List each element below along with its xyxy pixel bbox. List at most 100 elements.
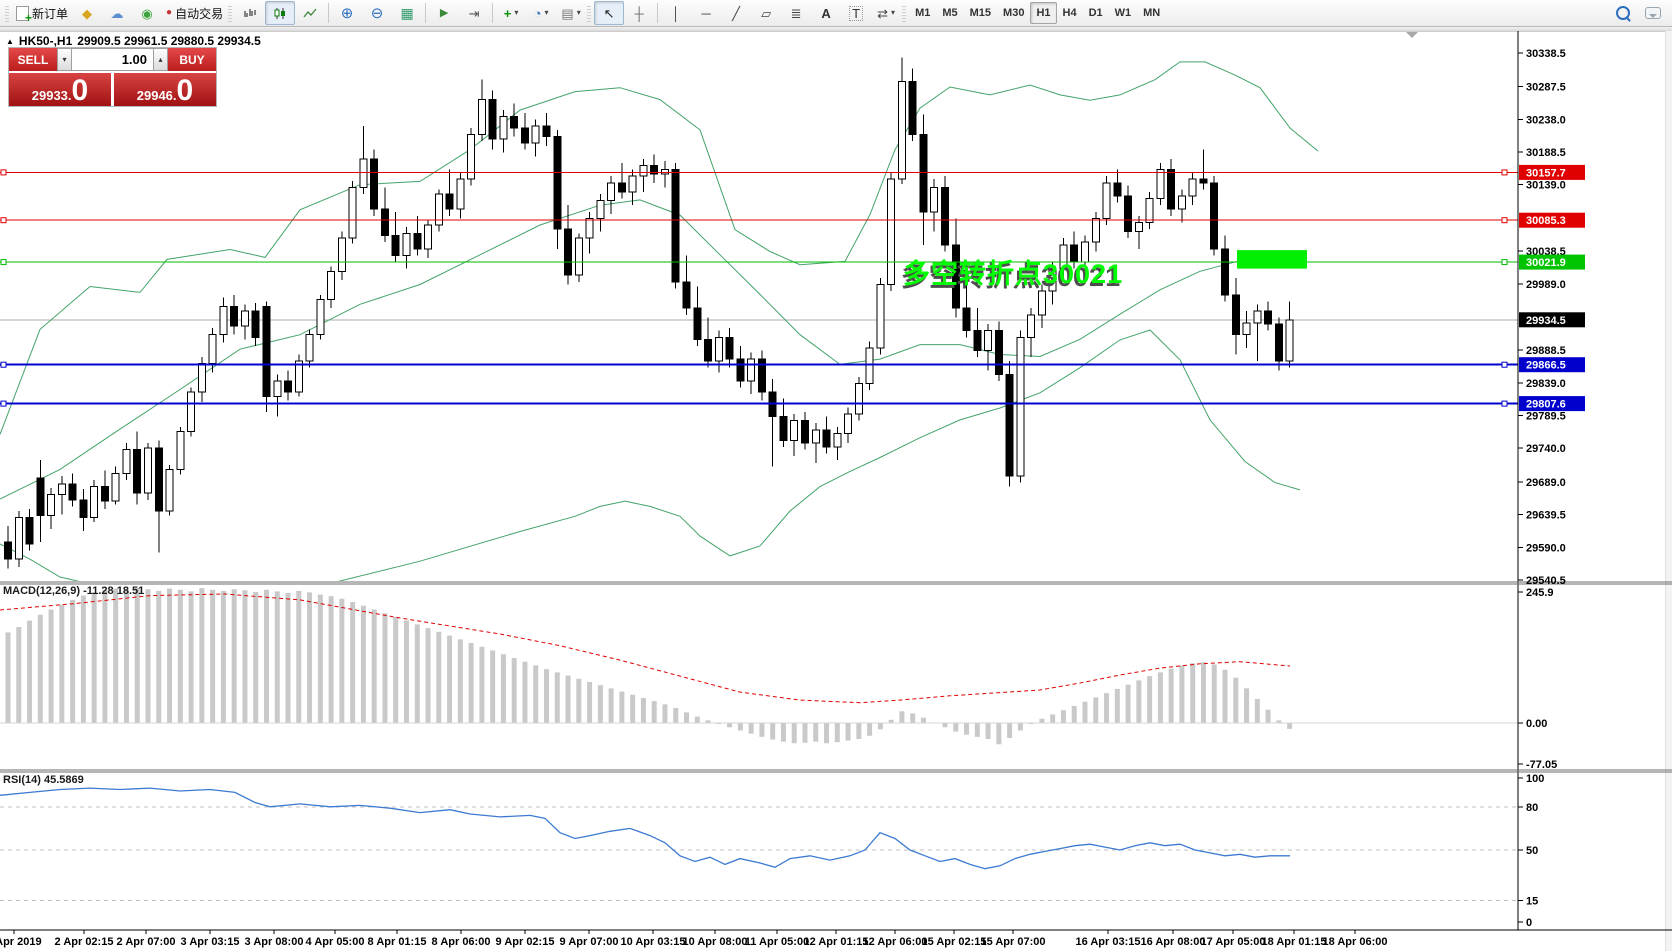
chat-icon xyxy=(1645,7,1661,19)
svg-text:8 Apr 01:15: 8 Apr 01:15 xyxy=(368,936,427,948)
buy-price-main: 29946 xyxy=(136,87,173,103)
gold-icon: ◆ xyxy=(82,5,93,21)
timeframe-h1-button[interactable]: H1 xyxy=(1030,2,1057,24)
sell-price-panel[interactable]: 29933. 0 xyxy=(9,73,111,106)
volume-input[interactable] xyxy=(72,49,153,70)
one-click-trading-panel: SELL ▾ ▴ BUY 29933.0 29946.0 xyxy=(8,47,217,107)
volume-increase-button[interactable]: ▴ xyxy=(153,48,168,71)
svg-text:29590.0: 29590.0 xyxy=(1526,542,1566,554)
tile-windows-button[interactable]: ▦ xyxy=(392,1,422,25)
text-label-icon: T xyxy=(849,5,864,21)
signals-button[interactable]: ◉ xyxy=(132,1,162,25)
svg-text:2 Apr 02:15: 2 Apr 02:15 xyxy=(55,936,114,948)
fibonacci-tool-button[interactable]: ≣ xyxy=(781,1,811,25)
timeframe-w1-button[interactable]: W1 xyxy=(1114,7,1132,19)
timeframe-d1-button[interactable]: D1 xyxy=(1088,7,1103,19)
svg-text:29839.0: 29839.0 xyxy=(1526,378,1566,390)
sell-price-frac: 0 xyxy=(71,74,89,108)
timeframe-m30-button[interactable]: M30 xyxy=(1003,7,1025,19)
new-order-button[interactable]: 新订单 xyxy=(12,1,72,25)
horizontal-line-icon: ─ xyxy=(701,5,711,21)
text-tool-button[interactable]: A xyxy=(811,1,841,25)
chevron-down-icon: ▾ xyxy=(576,8,581,17)
channel-tool-button[interactable]: ▱ xyxy=(751,1,781,25)
arrows-tool-button[interactable]: ⇄ ▾ xyxy=(871,1,901,25)
toolbar-separator xyxy=(657,3,659,23)
cursor-tool-button[interactable]: ↖ xyxy=(594,1,625,25)
buy-price-panel[interactable]: 29946. 0 xyxy=(114,73,216,106)
line-chart-button[interactable] xyxy=(295,1,325,25)
svg-text:29807.6: 29807.6 xyxy=(1526,399,1566,411)
volume-decrease-button[interactable]: ▾ xyxy=(57,48,72,71)
toolbar-separator xyxy=(425,3,427,23)
templates-button[interactable]: ▤ ▾ xyxy=(556,1,586,25)
new-order-label: 新订单 xyxy=(32,6,69,21)
chart-text-annotation: 多空转折点30021 xyxy=(903,259,1124,289)
search-button[interactable] xyxy=(1608,1,1638,25)
chevron-down-icon: ▾ xyxy=(544,8,549,17)
community-button[interactable]: ☁ xyxy=(102,1,132,25)
zoom-in-icon: ⊕ xyxy=(340,4,354,22)
chat-button[interactable] xyxy=(1638,1,1668,25)
chevron-down-icon: ▾ xyxy=(514,8,519,17)
candlestick-chart-icon xyxy=(274,7,286,19)
auto-trading-button[interactable]: ● 自动交易 xyxy=(162,1,227,25)
timeframe-mn-button[interactable]: MN xyxy=(1143,7,1161,19)
bar-chart-button[interactable] xyxy=(235,1,265,25)
svg-text:15 Apr 02:15: 15 Apr 02:15 xyxy=(921,936,986,948)
svg-text:50: 50 xyxy=(1526,845,1538,857)
auto-trading-icon: ● xyxy=(166,7,173,18)
buy-price-frac: 0 xyxy=(176,74,194,108)
clock-icon: ◔ xyxy=(533,5,542,21)
gold-button[interactable]: ◆ xyxy=(72,1,102,25)
timeframe-m5-button[interactable]: M5 xyxy=(942,7,958,19)
text-label-tool-button[interactable]: T xyxy=(841,1,871,25)
timeframe-m1-button[interactable]: M1 xyxy=(915,7,931,19)
horizontal-line-tool-button[interactable]: ─ xyxy=(691,1,721,25)
collapse-triangle-icon: ▲ xyxy=(6,36,14,46)
svg-text:9 Apr 02:15: 9 Apr 02:15 xyxy=(496,936,555,948)
svg-text:3 Apr 08:00: 3 Apr 08:00 xyxy=(245,936,304,948)
candlestick-chart-button[interactable] xyxy=(265,1,296,25)
toolbar-grip xyxy=(5,4,9,22)
timeframe-m15-button[interactable]: M15 xyxy=(969,7,992,19)
svg-text:9 Apr 07:00: 9 Apr 07:00 xyxy=(560,936,619,948)
symbol-period-label: HK50-,H1 xyxy=(18,34,73,48)
vertical-line-tool-button[interactable]: │ xyxy=(661,1,691,25)
trendline-tool-button[interactable]: ╱ xyxy=(721,1,751,25)
svg-text:29934.5: 29934.5 xyxy=(1526,315,1566,327)
chart-shift-button[interactable]: ⇥ xyxy=(459,1,489,25)
window-scrollbar[interactable] xyxy=(1665,31,1672,951)
chart-title: ▲ HK50-,H1 29909.5 29961.5 29880.5 29934… xyxy=(6,34,261,48)
auto-scroll-button[interactable]: ▶ xyxy=(429,1,459,25)
indicators-button[interactable]: + ▾ xyxy=(496,1,526,25)
main-toolbar: 新订单 ◆ ☁ ◉ ● 自动交易 ⊕ ⊖ ▦ ▶ ⇥ + ▾ ◔ ▾ ▤ ▾ ↖… xyxy=(0,0,1672,27)
text-tool-icon: A xyxy=(821,5,831,21)
timeframe-h4-button[interactable]: H4 xyxy=(1062,7,1077,19)
trendline-icon: ╱ xyxy=(732,5,740,21)
sell-price-dot: . xyxy=(67,87,72,103)
svg-text:11 Apr 05:00: 11 Apr 05:00 xyxy=(745,936,809,948)
arrows-icon: ⇄ xyxy=(877,5,889,21)
crosshair-tool-button[interactable]: ┼ xyxy=(624,1,654,25)
fibonacci-icon: ≣ xyxy=(790,5,802,21)
tile-windows-icon: ▦ xyxy=(400,5,414,21)
toolbar-grip xyxy=(228,4,233,22)
svg-text:12 Apr 06:00: 12 Apr 06:00 xyxy=(862,936,927,948)
volume-field-wrap xyxy=(72,48,153,71)
svg-text:18 Apr 01:15: 18 Apr 01:15 xyxy=(1261,936,1326,948)
search-icon xyxy=(1616,6,1630,20)
zoom-out-button[interactable]: ⊖ xyxy=(362,1,392,25)
svg-text:17 Apr 05:00: 17 Apr 05:00 xyxy=(1200,936,1265,948)
templates-icon: ▤ xyxy=(561,5,574,21)
buy-button[interactable]: BUY xyxy=(168,48,216,71)
zoom-in-button[interactable]: ⊕ xyxy=(332,1,362,25)
periods-button[interactable]: ◔ ▾ xyxy=(526,1,556,25)
svg-text:10 Apr 08:00: 10 Apr 08:00 xyxy=(682,936,747,948)
new-order-icon xyxy=(16,5,32,25)
sell-button[interactable]: SELL xyxy=(9,48,57,71)
crosshair-icon: ┼ xyxy=(634,5,644,21)
svg-text:30238.0: 30238.0 xyxy=(1526,114,1566,126)
svg-text:30287.5: 30287.5 xyxy=(1526,82,1566,94)
